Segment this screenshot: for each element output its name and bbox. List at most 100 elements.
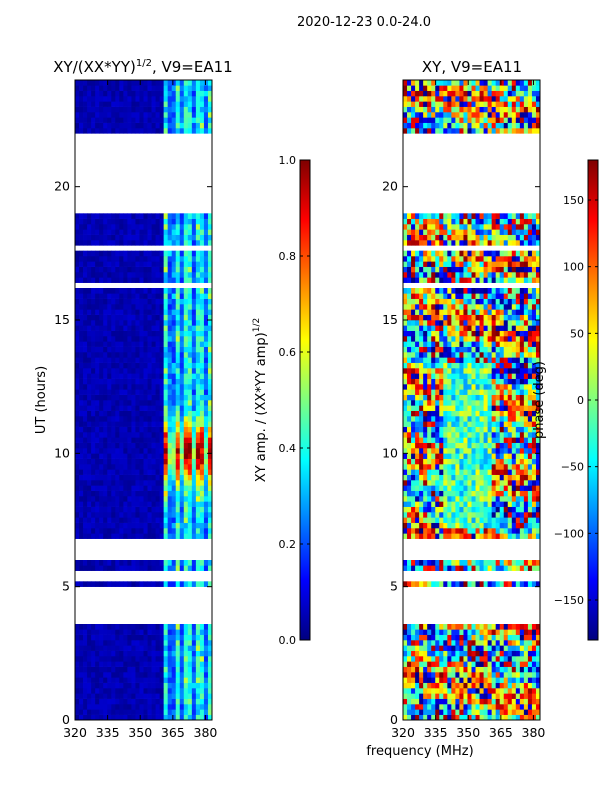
heatmap-cell xyxy=(403,443,407,449)
heatmap-cell xyxy=(115,384,119,390)
heatmap-cell xyxy=(172,256,176,262)
heatmap-cell xyxy=(496,427,500,433)
heatmap-cell xyxy=(83,448,87,454)
heatmap-cell xyxy=(164,715,168,721)
heatmap-cell xyxy=(172,213,176,219)
heatmap-cell xyxy=(156,501,160,507)
heatmap-cell xyxy=(184,501,188,507)
heatmap-cell xyxy=(119,464,123,470)
heatmap-cell xyxy=(435,395,439,401)
heatmap-cell xyxy=(103,373,107,379)
heatmap-cell xyxy=(156,683,160,689)
heatmap-cell xyxy=(484,667,488,673)
heatmap-cell xyxy=(87,213,91,219)
heatmap-cell xyxy=(83,304,87,310)
heatmap-cell xyxy=(91,347,95,353)
heatmap-cell xyxy=(139,320,143,326)
heatmap-cell xyxy=(488,368,492,374)
heatmap-cell xyxy=(516,453,520,459)
heatmap-cell xyxy=(156,704,160,710)
heatmap-cell xyxy=(172,352,176,358)
heatmap-cell xyxy=(508,480,512,486)
heatmap-cell xyxy=(115,683,119,689)
heatmap-cell xyxy=(472,416,476,422)
heatmap-cell xyxy=(131,693,135,699)
amplitude-colorbar-label: XY amp. / (XX*YY amp)1/2 xyxy=(252,318,269,482)
heatmap-cell xyxy=(188,443,192,449)
heatmap-cell xyxy=(411,507,415,513)
heatmap-cell xyxy=(83,128,87,134)
heatmap-cell xyxy=(484,469,488,475)
heatmap-cell xyxy=(435,464,439,470)
heatmap-cell xyxy=(431,453,435,459)
heatmap-cell xyxy=(131,517,135,523)
heatmap-cell xyxy=(500,533,504,539)
heatmap-cell xyxy=(516,389,520,395)
heatmap-cell xyxy=(95,581,99,587)
heatmap-cell xyxy=(204,656,208,662)
heatmap-cell xyxy=(532,661,536,667)
heatmap-cell xyxy=(127,272,131,278)
heatmap-cell xyxy=(204,267,208,273)
heatmap-cell xyxy=(87,320,91,326)
heatmap-cell xyxy=(172,235,176,241)
heatmap-cell xyxy=(472,453,476,459)
heatmap-cell xyxy=(427,512,431,518)
heatmap-cell xyxy=(144,384,148,390)
heatmap-cell xyxy=(160,688,164,694)
heatmap-cell xyxy=(160,512,164,518)
heatmap-cell xyxy=(484,443,488,449)
heatmap-cell xyxy=(508,379,512,385)
heatmap-cell xyxy=(99,320,103,326)
heatmap-cell xyxy=(123,533,127,539)
heatmap-cell xyxy=(188,91,192,97)
heatmap-cell xyxy=(407,352,411,358)
heatmap-cell xyxy=(156,640,160,646)
heatmap-cell xyxy=(91,235,95,241)
heatmap-cell xyxy=(160,651,164,657)
heatmap-cell xyxy=(415,421,419,427)
heatmap-cell xyxy=(463,645,467,651)
heatmap-cell xyxy=(135,704,139,710)
heatmap-cell xyxy=(95,565,99,571)
heatmap-cell xyxy=(188,320,192,326)
heatmap-cell xyxy=(103,107,107,113)
heatmap-cell xyxy=(135,496,139,502)
heatmap-cell xyxy=(168,112,172,118)
heatmap-cell xyxy=(135,523,139,529)
heatmap-cell xyxy=(415,693,419,699)
heatmap-cell xyxy=(455,373,459,379)
heatmap-cell xyxy=(435,496,439,502)
heatmap-cell xyxy=(87,123,91,129)
heatmap-cell xyxy=(135,331,139,337)
heatmap-cell xyxy=(204,357,208,363)
heatmap-cell xyxy=(196,219,200,225)
heatmap-cell xyxy=(200,389,204,395)
heatmap-cell xyxy=(176,320,180,326)
heatmap-cell xyxy=(532,469,536,475)
heatmap-cell xyxy=(139,437,143,443)
heatmap-cell xyxy=(83,240,87,246)
heatmap-cell xyxy=(516,448,520,454)
heatmap-cell xyxy=(532,496,536,502)
heatmap-cell xyxy=(403,699,407,705)
heatmap-cell xyxy=(83,229,87,235)
heatmap-cell xyxy=(139,416,143,422)
heatmap-cell xyxy=(467,464,471,470)
heatmap-cell xyxy=(403,389,407,395)
heatmap-cell xyxy=(180,533,184,539)
heatmap-cell xyxy=(135,400,139,406)
heatmap-cell xyxy=(455,709,459,715)
heatmap-cell xyxy=(180,336,184,342)
heatmap-cell xyxy=(484,715,488,721)
heatmap-cell xyxy=(184,251,188,257)
heatmap-cell xyxy=(500,368,504,374)
heatmap-cell xyxy=(204,411,208,417)
heatmap-cell xyxy=(83,293,87,299)
heatmap-cell xyxy=(107,656,111,662)
heatmap-cell xyxy=(156,85,160,91)
heatmap-cell xyxy=(152,389,156,395)
heatmap-cell xyxy=(472,672,476,678)
heatmap-cell xyxy=(516,651,520,657)
heatmap-cell xyxy=(180,565,184,571)
